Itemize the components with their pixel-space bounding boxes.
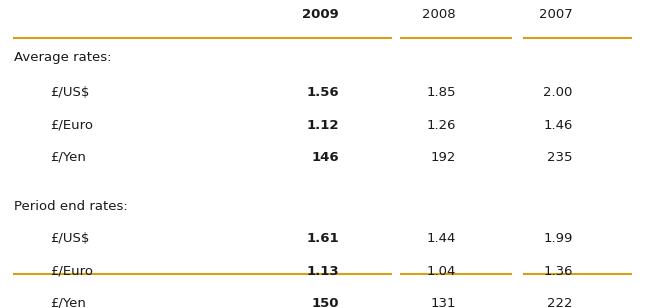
Text: 1.13: 1.13 bbox=[306, 265, 339, 278]
Text: 1.99: 1.99 bbox=[543, 232, 572, 245]
Text: £/Yen: £/Yen bbox=[50, 151, 86, 164]
Text: £/Euro: £/Euro bbox=[50, 265, 93, 278]
Text: Average rates:: Average rates: bbox=[14, 51, 112, 64]
Text: 222: 222 bbox=[547, 297, 572, 308]
Text: 235: 235 bbox=[547, 151, 572, 164]
Text: 2007: 2007 bbox=[539, 8, 572, 21]
Text: £/US$: £/US$ bbox=[50, 86, 89, 99]
Text: £/Yen: £/Yen bbox=[50, 297, 86, 308]
Text: 2008: 2008 bbox=[422, 8, 456, 21]
Text: £/Euro: £/Euro bbox=[50, 119, 93, 132]
Text: 1.44: 1.44 bbox=[426, 232, 456, 245]
Text: 1.04: 1.04 bbox=[426, 265, 456, 278]
Text: 1.61: 1.61 bbox=[306, 232, 339, 245]
Text: 2.00: 2.00 bbox=[543, 86, 572, 99]
Text: Period end rates:: Period end rates: bbox=[14, 200, 128, 213]
Text: 146: 146 bbox=[312, 151, 339, 164]
Text: 1.46: 1.46 bbox=[543, 119, 572, 132]
Text: 1.12: 1.12 bbox=[306, 119, 339, 132]
Text: 131: 131 bbox=[430, 297, 456, 308]
Text: 150: 150 bbox=[312, 297, 339, 308]
Text: 1.26: 1.26 bbox=[426, 119, 456, 132]
Text: £/US$: £/US$ bbox=[50, 232, 89, 245]
Text: 1.56: 1.56 bbox=[306, 86, 339, 99]
Text: 1.85: 1.85 bbox=[426, 86, 456, 99]
Text: 2009: 2009 bbox=[303, 8, 339, 21]
Text: 192: 192 bbox=[430, 151, 456, 164]
Text: 1.36: 1.36 bbox=[543, 265, 572, 278]
